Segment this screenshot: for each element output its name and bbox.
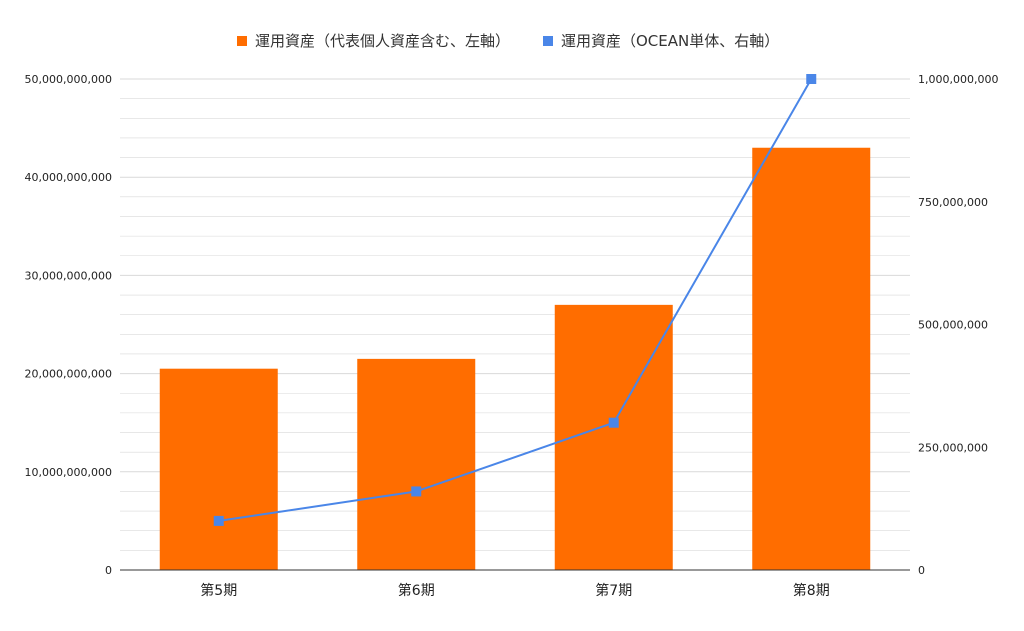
y-left-tick-label: 40,000,000,000 [25, 171, 112, 184]
bar-第5期 [159, 368, 278, 570]
series-line [218, 78, 813, 522]
line-point-第7期 [608, 417, 619, 428]
line-series [213, 74, 817, 526]
legend: 運用資産（代表個人資産含む、左軸） 運用資産（OCEAN単体、右軸） [237, 32, 779, 50]
x-tick-label: 第7期 [595, 582, 632, 599]
y-axis-right: 0 250,000,000 500,000,000 750,000,000 1,000,… [918, 73, 998, 577]
legend-label-bars: 運用資産（代表個人資産含む、左軸） [255, 32, 510, 50]
bar-series [159, 147, 871, 571]
x-tick-label: 第5期 [200, 582, 237, 599]
x-tick-label: 第6期 [398, 582, 435, 599]
y-right-tick-label: 250,000,000 [918, 441, 988, 454]
y-left-tick-label: 0 [105, 564, 112, 577]
y-left-tick-label: 20,000,000,000 [25, 368, 112, 381]
x-axis-labels: 第5期 第6期 第7期 第8期 [200, 582, 829, 599]
y-left-tick-label: 10,000,000,000 [25, 466, 112, 479]
y-axis-left: 0 10,000,000,000 20,000,000,000 30,000,000,… [25, 73, 112, 577]
y-left-tick-label: 50,000,000,000 [25, 73, 112, 86]
legend-label-line: 運用資産（OCEAN単体、右軸） [561, 32, 779, 50]
line-point-第8期 [806, 74, 817, 84]
bar-第8期 [752, 147, 871, 571]
y-right-tick-label: 1,000,000,000 [918, 73, 998, 86]
legend-swatch-line [543, 36, 553, 46]
y-left-tick-label: 30,000,000,000 [25, 269, 112, 282]
y-right-tick-label: 0 [918, 564, 925, 577]
line-point-第6期 [411, 486, 422, 497]
bar-第6期 [357, 358, 476, 570]
y-right-tick-label: 500,000,000 [918, 319, 988, 332]
y-right-tick-label: 750,000,000 [918, 196, 988, 209]
legend-swatch-bars [237, 36, 247, 46]
x-tick-label: 第8期 [793, 582, 830, 599]
line-point-第5期 [213, 515, 224, 526]
